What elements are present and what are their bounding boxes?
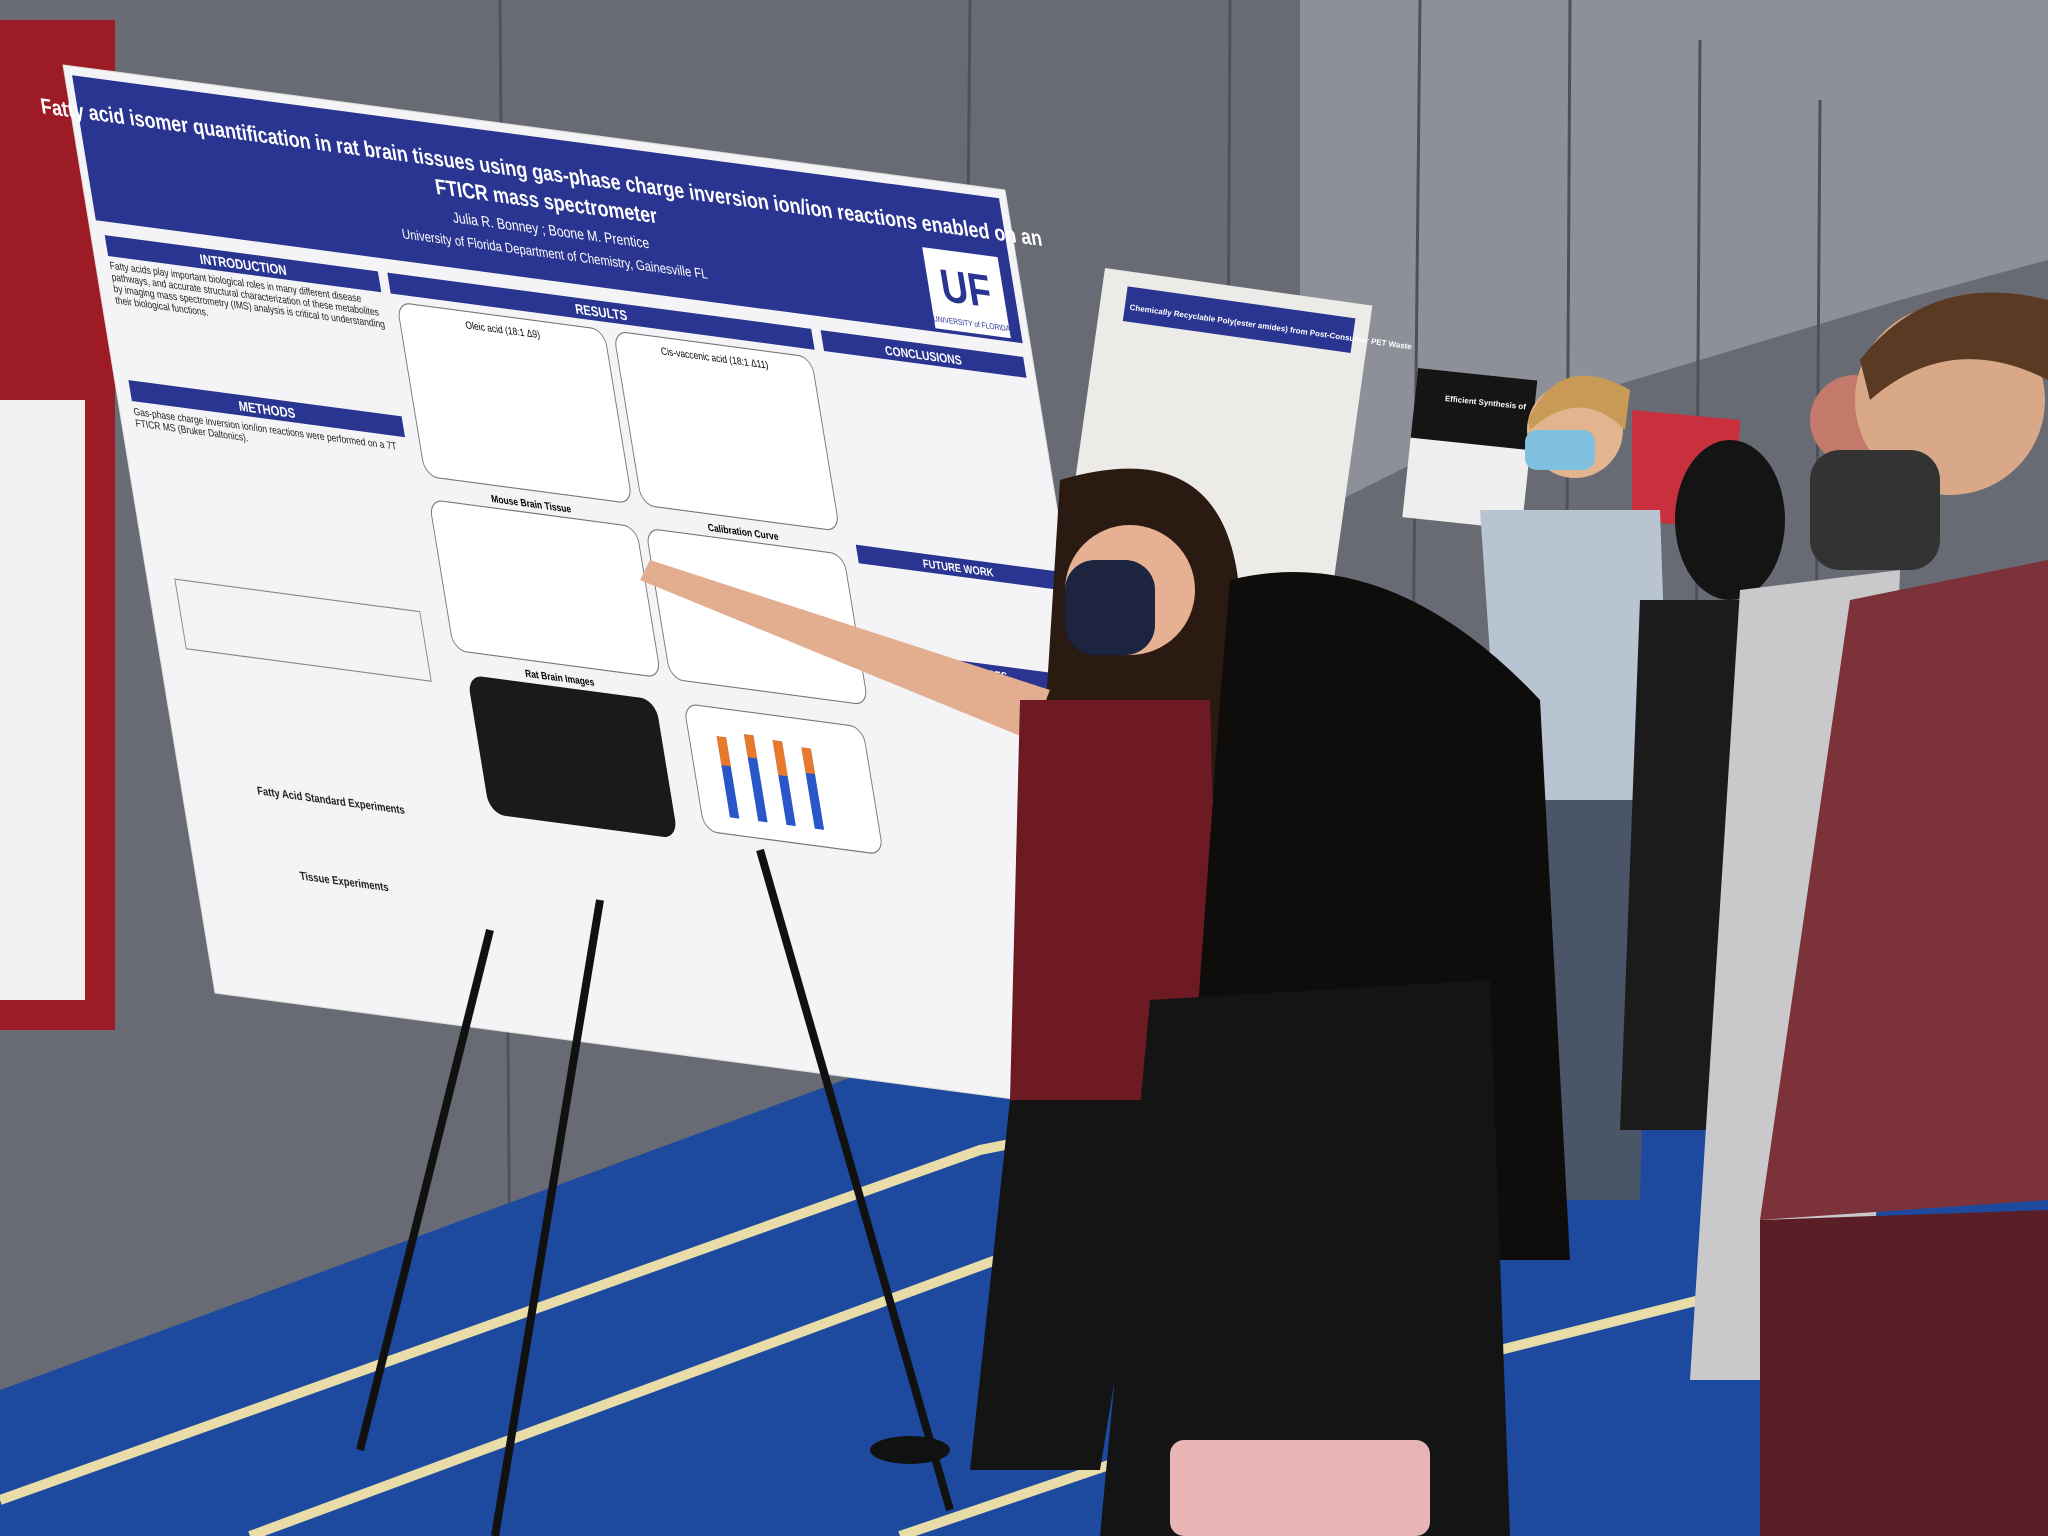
easel	[356, 848, 954, 1536]
svg-text:UF: UF	[937, 260, 996, 319]
rat-brain-images	[469, 676, 676, 837]
student-dark-hair	[1100, 572, 1570, 1536]
mouse-spectrum	[430, 500, 660, 677]
instrument-schematic	[174, 578, 432, 682]
section-results: RESULTS	[574, 300, 629, 323]
uf-logo	[922, 247, 1011, 339]
vaccenic-spectrum	[615, 332, 838, 531]
section-methods: METHODS	[237, 398, 297, 422]
third-poster: Efficient Synthesis of	[1402, 368, 1538, 530]
poster-title-banner	[72, 75, 1023, 344]
man-in-plaid	[1760, 292, 2048, 1536]
pink-handbag	[1170, 1440, 1430, 1536]
main-poster: Fatty acid isomer quantification in rat …	[39, 64, 1158, 1119]
oleic-spectrum	[398, 303, 631, 503]
